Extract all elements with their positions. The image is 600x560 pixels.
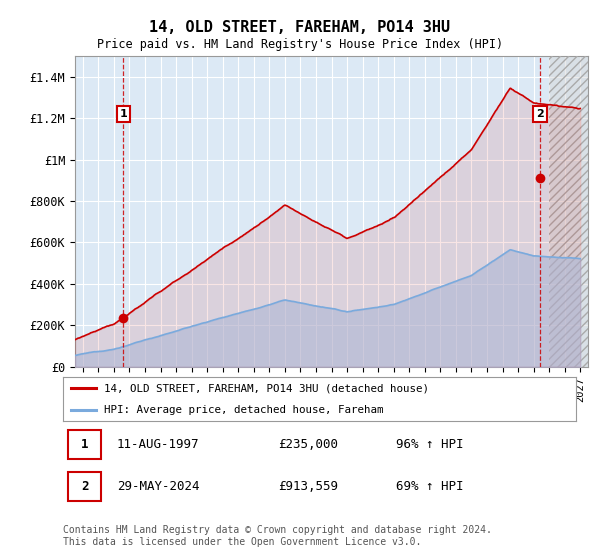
FancyBboxPatch shape	[68, 430, 101, 459]
Text: 69% ↑ HPI: 69% ↑ HPI	[397, 479, 464, 493]
Bar	[549, 56, 588, 367]
Text: Contains HM Land Registry data © Crown copyright and database right 2024.
This d: Contains HM Land Registry data © Crown c…	[63, 525, 492, 547]
FancyBboxPatch shape	[68, 472, 101, 501]
Text: 1: 1	[119, 109, 127, 119]
Text: 96% ↑ HPI: 96% ↑ HPI	[397, 438, 464, 451]
Text: HPI: Average price, detached house, Fareham: HPI: Average price, detached house, Fare…	[104, 405, 383, 415]
Text: 14, OLD STREET, FAREHAM, PO14 3HU (detached house): 14, OLD STREET, FAREHAM, PO14 3HU (detac…	[104, 384, 429, 393]
Text: £913,559: £913,559	[278, 479, 338, 493]
Text: 2: 2	[81, 479, 89, 493]
Text: Price paid vs. HM Land Registry's House Price Index (HPI): Price paid vs. HM Land Registry's House …	[97, 38, 503, 51]
Bar	[549, 56, 588, 367]
Text: 29-MAY-2024: 29-MAY-2024	[117, 479, 199, 493]
Text: 11-AUG-1997: 11-AUG-1997	[117, 438, 199, 451]
Text: 1: 1	[81, 438, 89, 451]
Text: 14, OLD STREET, FAREHAM, PO14 3HU: 14, OLD STREET, FAREHAM, PO14 3HU	[149, 20, 451, 35]
Text: 2: 2	[536, 109, 544, 119]
Text: £235,000: £235,000	[278, 438, 338, 451]
